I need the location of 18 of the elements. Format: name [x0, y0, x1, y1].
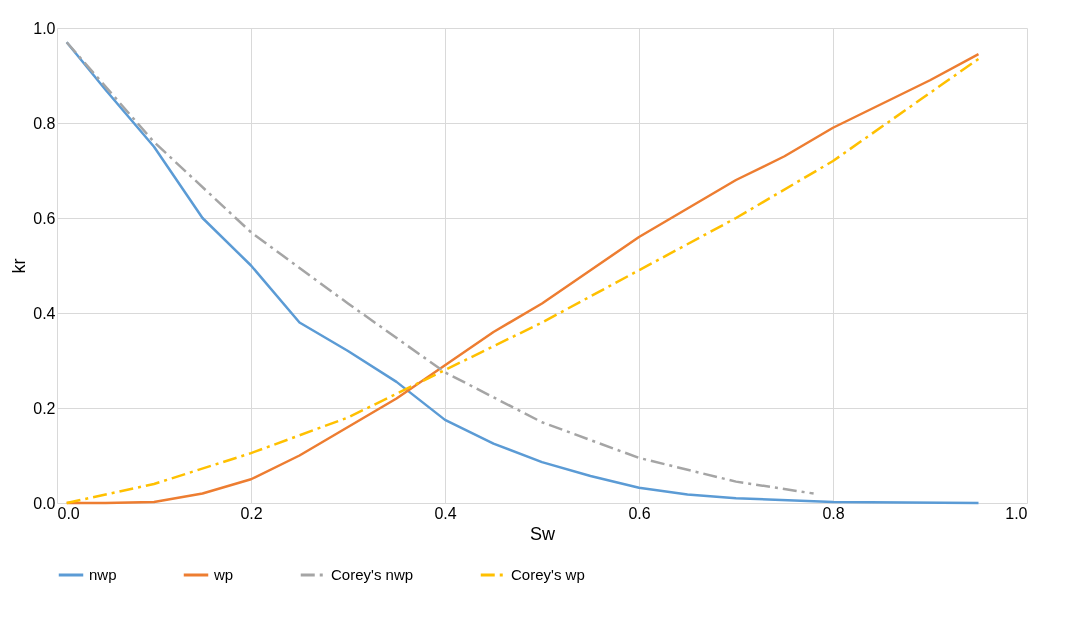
- y-tick-label: 0.4: [33, 304, 56, 322]
- x-tick-label: 0.2: [240, 504, 263, 522]
- x-tick-label: 0.4: [434, 504, 457, 522]
- x-tick-label: 0.8: [822, 504, 845, 522]
- y-tick-label: 0.2: [33, 399, 56, 417]
- y-tick-label: 0.6: [33, 209, 56, 227]
- x-tick-label: 1.0: [1005, 504, 1028, 522]
- y-axis-title: kr: [9, 258, 30, 274]
- legend-label: Corey's wp: [511, 566, 585, 583]
- line-series: [65, 41, 815, 495]
- y-tick-label: 0.8: [33, 114, 56, 132]
- x-tick-label: 0.6: [628, 504, 651, 522]
- y-tick-label: 1.0: [33, 19, 56, 37]
- x-tick-label: 0.0: [57, 504, 80, 522]
- legend-label: wp: [213, 566, 234, 583]
- x-axis-title: Sw: [529, 523, 556, 544]
- legend-label: nwp: [89, 566, 117, 583]
- legend-label: Corey's nwp: [331, 566, 414, 583]
